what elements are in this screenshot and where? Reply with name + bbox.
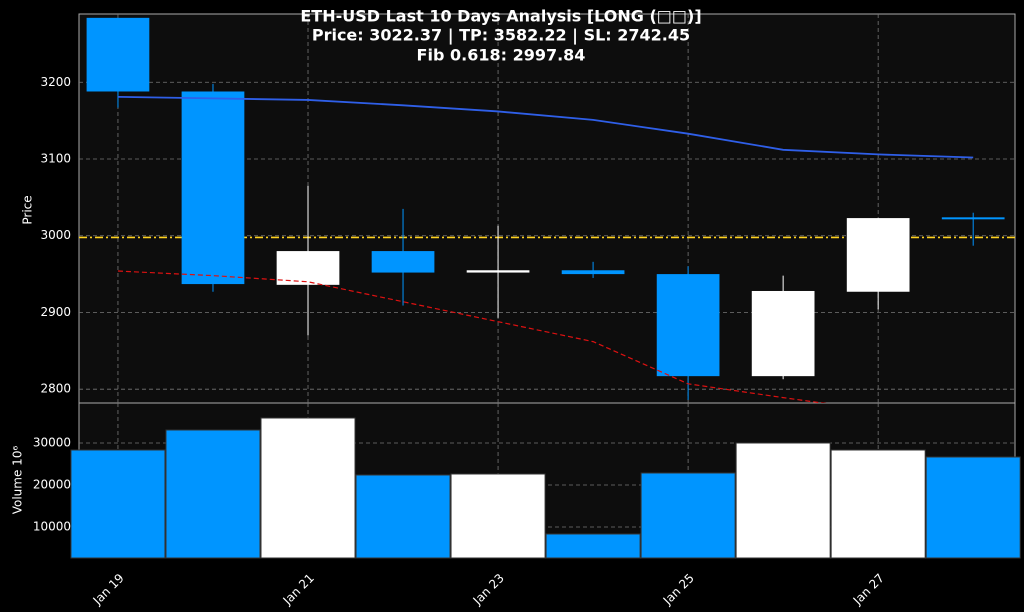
volume-tick-label: 20000 <box>33 478 71 492</box>
volume-axis-label: Volume 10⁶ <box>11 446 25 515</box>
y-tick-label: 2900 <box>40 305 71 319</box>
chart-title: ETH-USD Last 10 Days Analysis [LONG (□□)… <box>300 7 701 26</box>
chart-subtitle: Fib 0.618: 2997.84 <box>417 46 586 65</box>
y-tick-label: 2800 <box>40 382 71 396</box>
y-axis-label: Price <box>21 195 35 224</box>
volume-bar <box>165 429 261 559</box>
x-tick-label: Jan 27 <box>850 571 887 608</box>
candle-body <box>466 270 530 273</box>
x-tick-label: Jan 23 <box>470 571 507 608</box>
x-tick-label: Jan 21 <box>280 571 317 608</box>
price-clip-group <box>79 17 1015 403</box>
x-tick-label: Jan 25 <box>660 571 697 608</box>
volume-bar <box>640 472 736 559</box>
volume-tick-label: 10000 <box>33 520 71 534</box>
plot-layer <box>70 14 1021 559</box>
y-tick-label: 3000 <box>40 228 71 242</box>
chart-subtitle: Price: 3022.37 | TP: 3582.22 | SL: 2742.… <box>312 26 690 46</box>
moving-average-line <box>117 270 827 403</box>
candle-body <box>846 218 910 292</box>
candle-body <box>751 290 815 377</box>
volume-bar <box>735 442 831 559</box>
y-tick-label: 3200 <box>40 75 71 89</box>
candle-body <box>941 217 1005 220</box>
candle-body <box>371 251 435 273</box>
candle-body <box>561 270 625 275</box>
volume-bar <box>925 456 1021 559</box>
volume-bar <box>260 417 356 559</box>
candle-body <box>656 274 720 377</box>
x-tick-label: Jan 19 <box>90 571 127 608</box>
volume-tick-label: 30000 <box>33 436 71 450</box>
volume-bar <box>70 449 166 559</box>
candle-body <box>276 251 340 285</box>
volume-bar <box>450 473 546 559</box>
moving-average-line <box>117 95 974 159</box>
volume-bar <box>545 533 641 559</box>
volume-bar <box>830 449 926 559</box>
candle-body <box>86 17 150 92</box>
y-tick-label: 3100 <box>40 152 71 166</box>
candle-body <box>181 91 245 285</box>
volume-bar <box>355 474 451 559</box>
